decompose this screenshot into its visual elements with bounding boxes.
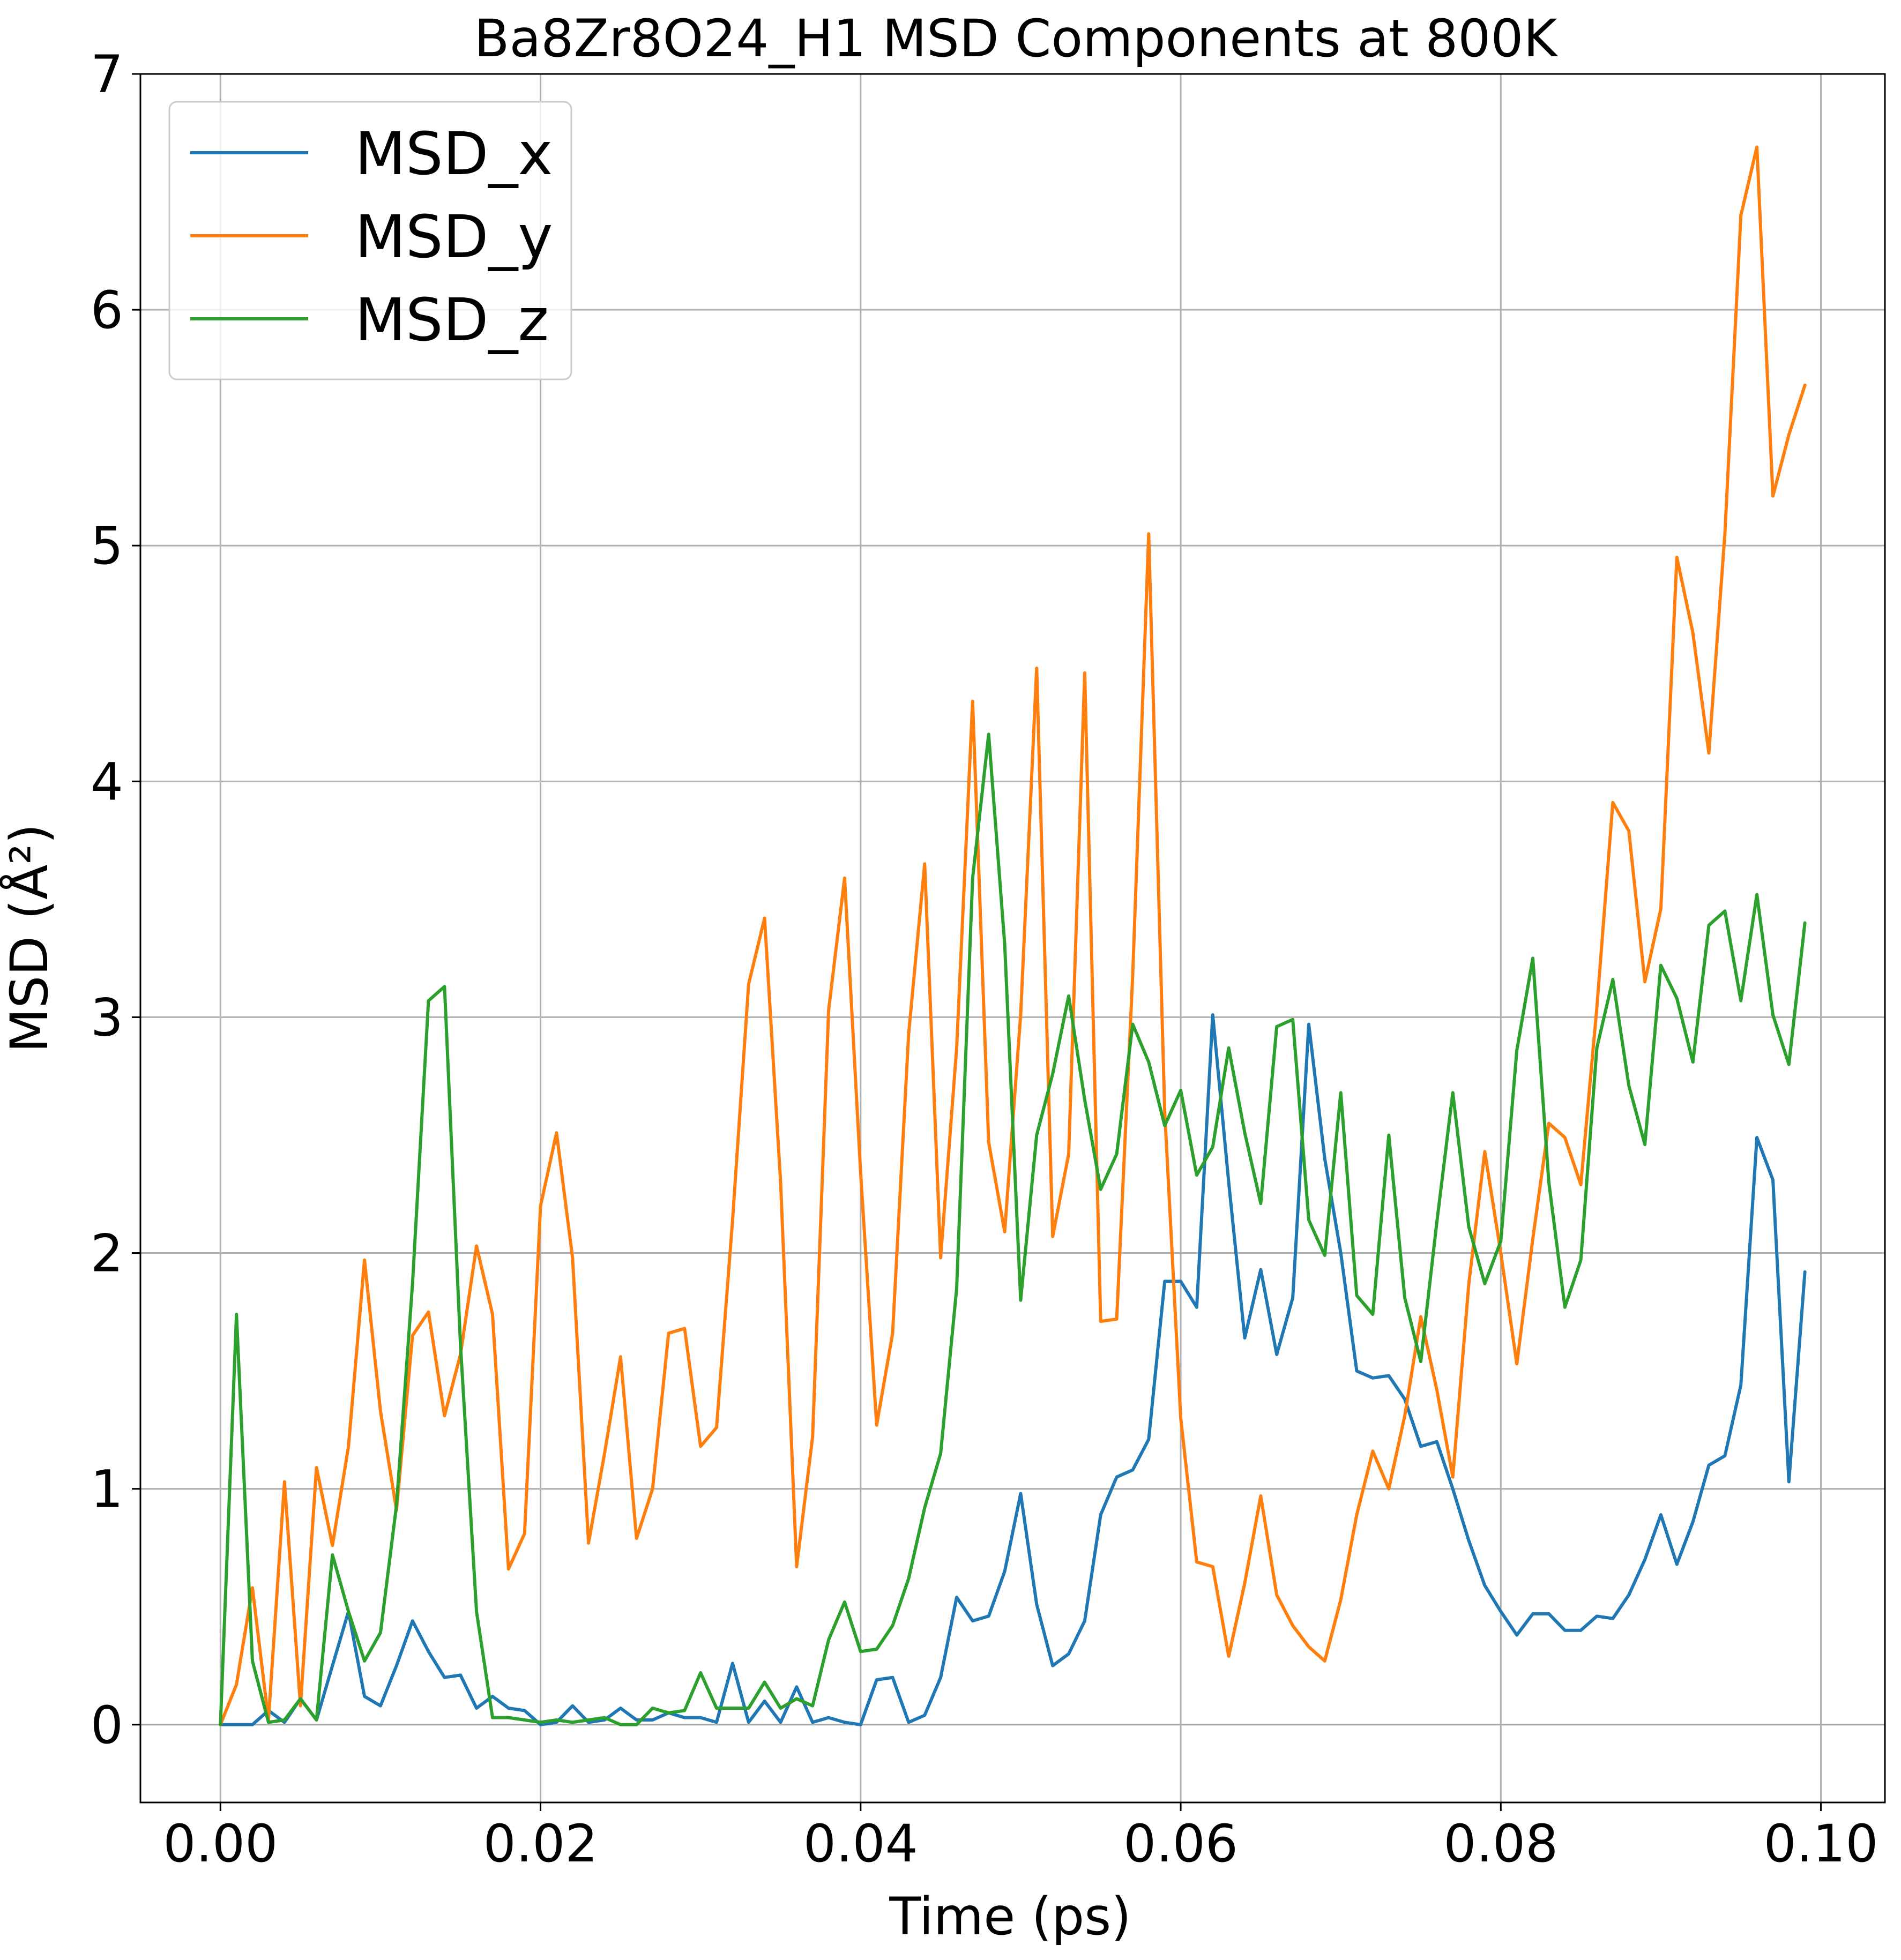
x-tick-label: 0.02 — [483, 1814, 598, 1874]
tick-layer: 0.00 0.02 0.04 0.06 0.08 0.10 0 1 2 3 4 5 6 7 — [91, 44, 1878, 1874]
plot-frame — [139, 73, 1886, 1804]
x-tick-label: 0.04 — [803, 1814, 918, 1874]
series-line-msd-x — [219, 1013, 1807, 1726]
y-tick-label: 3 — [91, 988, 123, 1048]
legend: MSD_x MSD_y MSD_z — [168, 101, 572, 380]
legend-label-msd-x: MSD_x — [355, 119, 553, 188]
legend-label-msd-y: MSD_y — [355, 203, 553, 271]
y-axis-label: MSD (Å²) — [0, 824, 59, 1052]
series-line-msd-z — [219, 732, 1807, 1726]
legend-label-msd-z: MSD_z — [355, 286, 549, 354]
x-tick-label: 0.06 — [1123, 1814, 1238, 1874]
x-tick-label: 0.00 — [163, 1814, 278, 1874]
series-layer — [219, 145, 1807, 1726]
y-tick-label: 5 — [91, 516, 123, 576]
y-tick-label: 0 — [91, 1695, 123, 1755]
legend-entries: MSD_x MSD_y MSD_z — [190, 119, 553, 354]
x-axis-label: Time (ps) — [889, 1887, 1131, 1947]
y-tick-label: 6 — [91, 280, 123, 340]
y-tick-label: 2 — [91, 1224, 123, 1284]
chart-title: Ba8Zr8O24_H1 MSD Components at 800K — [474, 9, 1559, 69]
y-tick-label: 7 — [91, 44, 123, 104]
x-tick-label: 0.08 — [1443, 1814, 1558, 1874]
y-tick-label: 4 — [91, 752, 123, 812]
x-tick-label: 0.10 — [1764, 1814, 1878, 1874]
legend-box — [168, 101, 572, 380]
y-tick-label: 1 — [91, 1460, 123, 1520]
